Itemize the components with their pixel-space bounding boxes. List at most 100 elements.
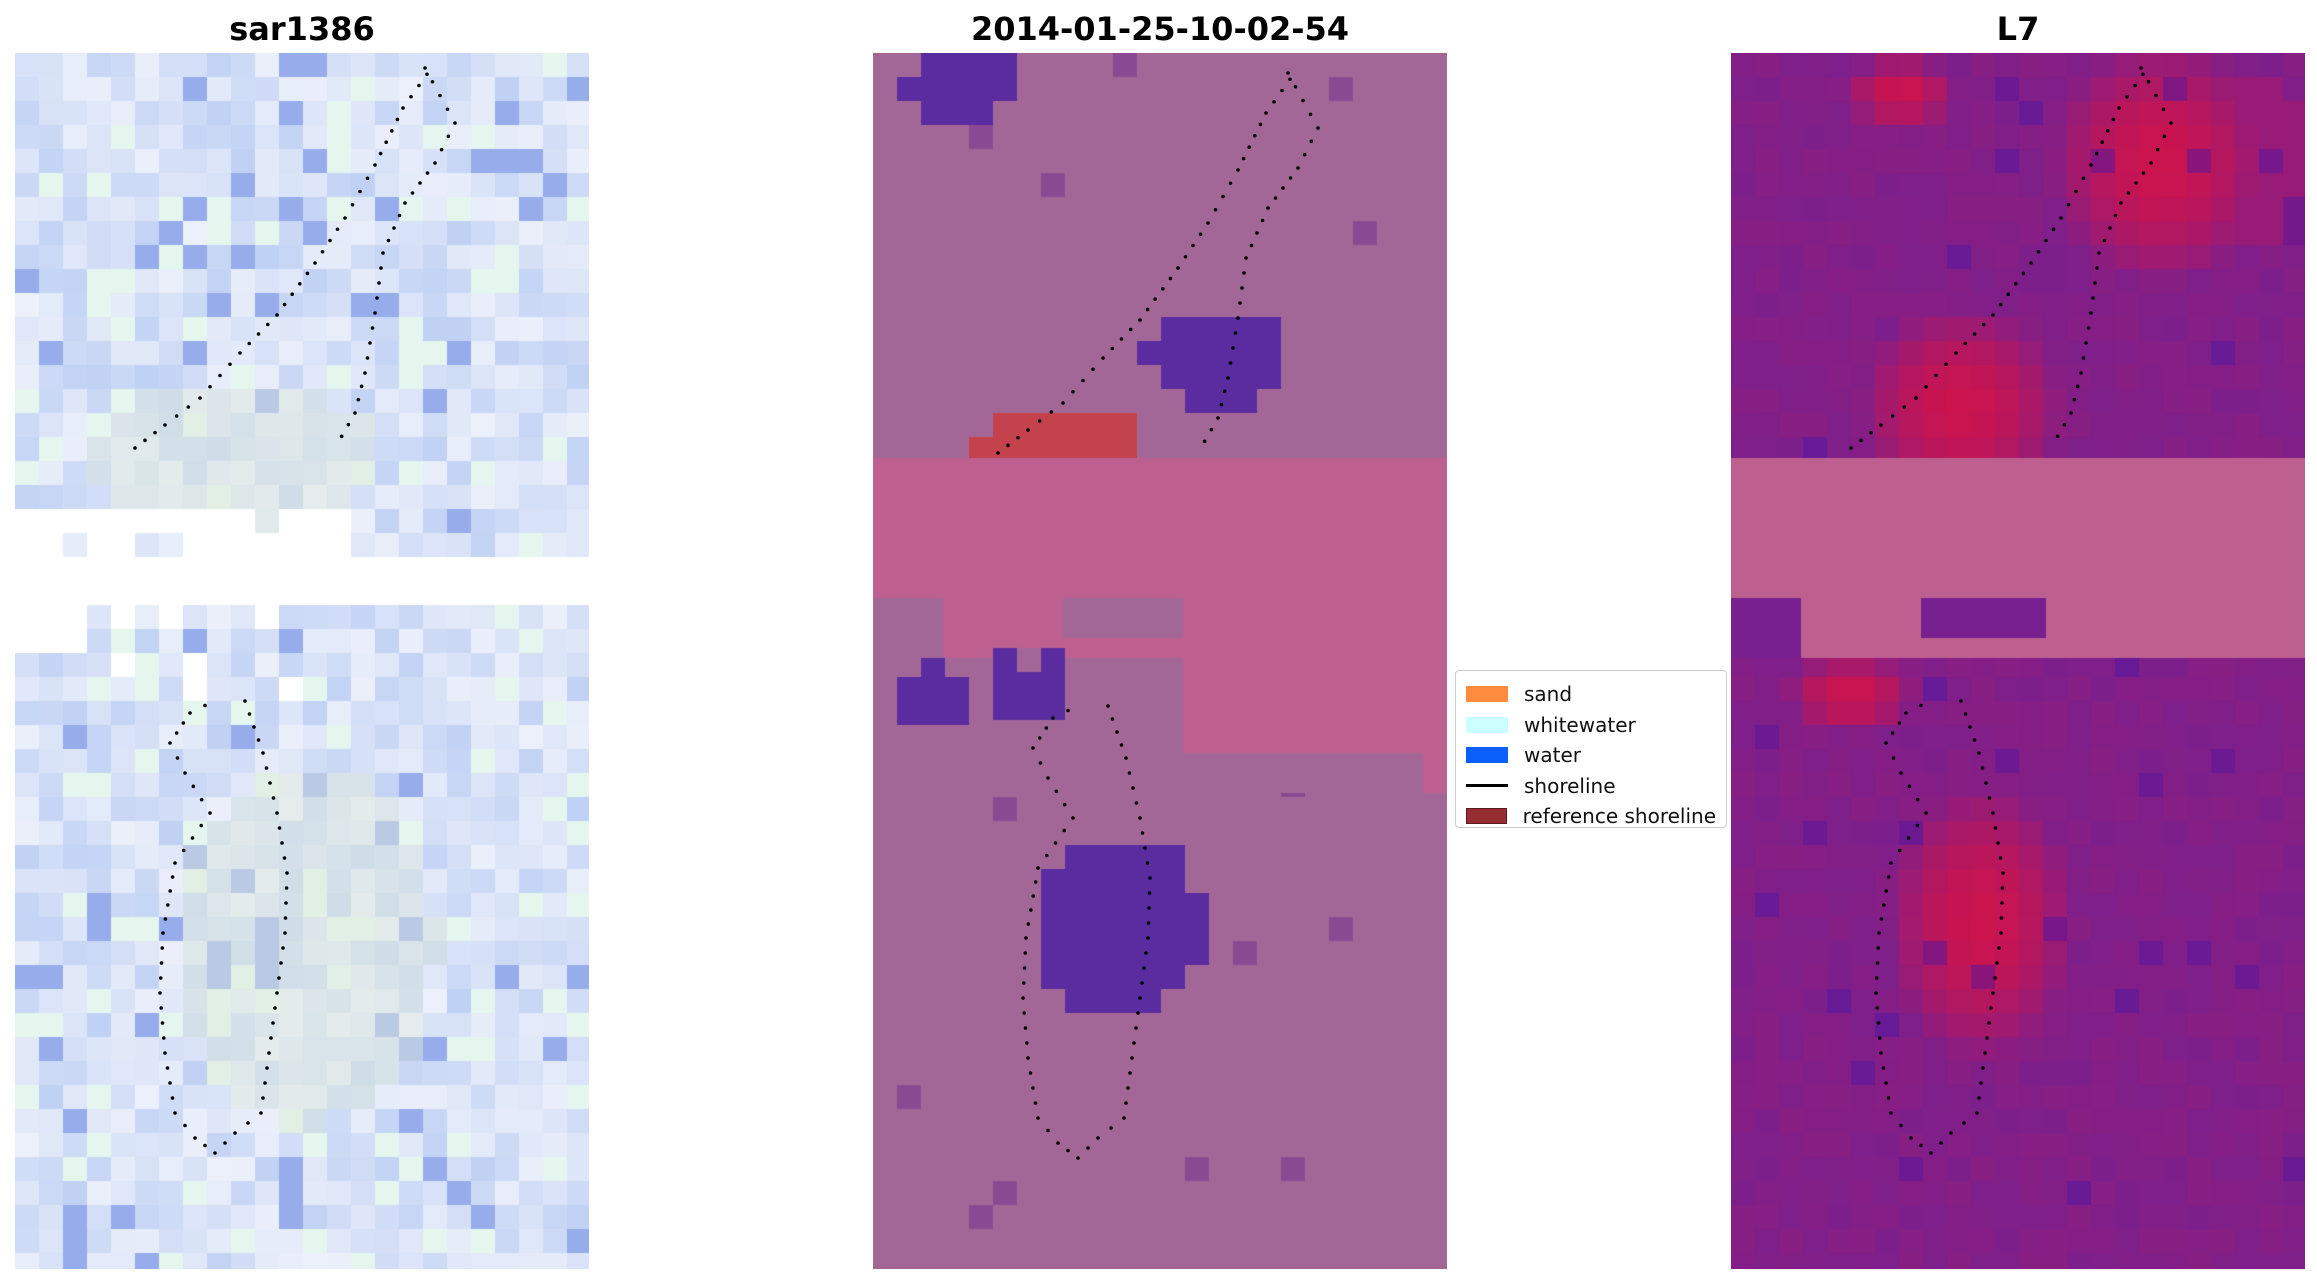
shoreline-point	[1919, 703, 1923, 708]
shoreline-point	[188, 711, 192, 715]
shoreline-point	[417, 83, 421, 88]
shoreline-overlay-classification	[996, 71, 1320, 1160]
shoreline-point	[365, 356, 370, 360]
shoreline-point	[1890, 414, 1895, 418]
legend-item-whitewater: whitewater	[1466, 710, 1716, 741]
shoreline-point	[2081, 176, 2086, 181]
shoreline-point	[1884, 889, 1888, 893]
shoreline-point	[279, 961, 283, 965]
shoreline-point	[1140, 831, 1145, 835]
shoreline-point	[174, 731, 179, 735]
shoreline-point	[2161, 107, 2166, 112]
shoreline-point	[275, 313, 279, 317]
shoreline-point	[1924, 811, 1928, 815]
shoreline-point	[2141, 72, 2145, 77]
shoreline-point	[1972, 332, 1977, 336]
shoreline-point	[1036, 866, 1040, 870]
shoreline-point	[430, 79, 435, 84]
shoreline-point	[2155, 147, 2160, 152]
shoreline-point	[1106, 704, 1110, 708]
shoreline-point	[186, 405, 191, 409]
shoreline-point	[1877, 931, 1881, 935]
shoreline-point	[199, 823, 204, 828]
shoreline-point	[1226, 376, 1230, 380]
shoreline-point	[2051, 227, 2056, 232]
legend-item-reference-shoreline: reference shoreline	[1466, 801, 1716, 832]
shoreline-point	[298, 282, 302, 286]
shoreline-point	[2091, 296, 2095, 300]
shoreline-point	[1889, 1111, 1893, 1115]
shoreline-point	[1176, 266, 1180, 270]
shoreline-point	[213, 1151, 217, 1155]
shoreline-point	[256, 332, 261, 336]
shoreline-point	[1031, 746, 1035, 750]
shoreline-point	[1110, 346, 1115, 351]
shoreline-point	[271, 1021, 275, 1025]
shoreline-point	[1255, 231, 1259, 235]
shoreline-point	[1884, 1081, 1888, 1085]
shoreline-point	[1016, 435, 1020, 440]
shoreline-point	[1293, 84, 1298, 89]
reference-shoreline-swatch	[1466, 808, 1507, 825]
shoreline-point	[1066, 708, 1070, 713]
shoreline-point	[1890, 731, 1895, 735]
shoreline-point	[168, 1081, 172, 1085]
shoreline-point	[2089, 163, 2093, 167]
shoreline-point	[2089, 311, 2093, 315]
shoreline-point	[1280, 88, 1284, 93]
shoreline-point	[1963, 341, 1968, 346]
shoreline-point	[1056, 1141, 1060, 1145]
shoreline-point	[1972, 738, 1977, 742]
shoreline-point	[160, 1021, 165, 1025]
shoreline-point	[1191, 243, 1195, 248]
shoreline-point	[233, 1131, 237, 1135]
legend-item-shoreline: shoreline	[1466, 771, 1716, 802]
shoreline-point	[377, 281, 381, 285]
shoreline-point	[1031, 894, 1035, 898]
shoreline-point	[1022, 1011, 1027, 1015]
shoreline-point	[281, 946, 285, 950]
shoreline-point	[1202, 439, 1207, 444]
shoreline-point	[1875, 1006, 1880, 1010]
shoreline-point	[1109, 1126, 1113, 1130]
shoreline-point	[2139, 66, 2143, 70]
shoreline-point	[175, 756, 180, 760]
shoreline-point	[1987, 1021, 1991, 1025]
shoreline-point	[1879, 917, 1884, 921]
shoreline-point	[1198, 232, 1203, 237]
shoreline-point	[1086, 1146, 1090, 1150]
shoreline-point	[2029, 261, 2033, 265]
shoreline-point	[1991, 991, 1995, 995]
shoreline-point	[1037, 419, 1042, 423]
shoreline-point	[163, 423, 167, 427]
shoreline-point	[1062, 802, 1067, 807]
shoreline-point	[1996, 841, 2000, 845]
shoreline-point	[343, 216, 347, 220]
shoreline-point	[1899, 1123, 1903, 1128]
shoreline-point	[263, 1081, 267, 1085]
shoreline-point	[1046, 776, 1050, 780]
shoreline-point	[165, 1066, 170, 1070]
shoreline-point	[1882, 903, 1886, 907]
shoreline-point	[446, 134, 451, 139]
shoreline-point	[271, 796, 276, 800]
shoreline-point	[425, 72, 429, 77]
shoreline-point	[2079, 371, 2083, 375]
shoreline-point	[1031, 1086, 1035, 1090]
shoreline-point	[1115, 730, 1119, 734]
shoreline-point	[1296, 166, 1300, 170]
shoreline-point	[313, 261, 317, 265]
shoreline-point	[168, 741, 172, 745]
shoreline-point	[1240, 286, 1244, 290]
shoreline-point	[350, 202, 355, 207]
shoreline-point	[193, 1136, 197, 1140]
shoreline-point	[160, 946, 165, 950]
shoreline-point	[174, 414, 179, 418]
shoreline-point	[2126, 191, 2131, 195]
shoreline-point	[386, 238, 391, 243]
shoreline-point	[191, 784, 196, 789]
shoreline-point	[1071, 816, 1075, 820]
shoreline-point	[243, 699, 247, 703]
shoreline-point	[2021, 271, 2026, 276]
shoreline-point	[1134, 1026, 1138, 1030]
